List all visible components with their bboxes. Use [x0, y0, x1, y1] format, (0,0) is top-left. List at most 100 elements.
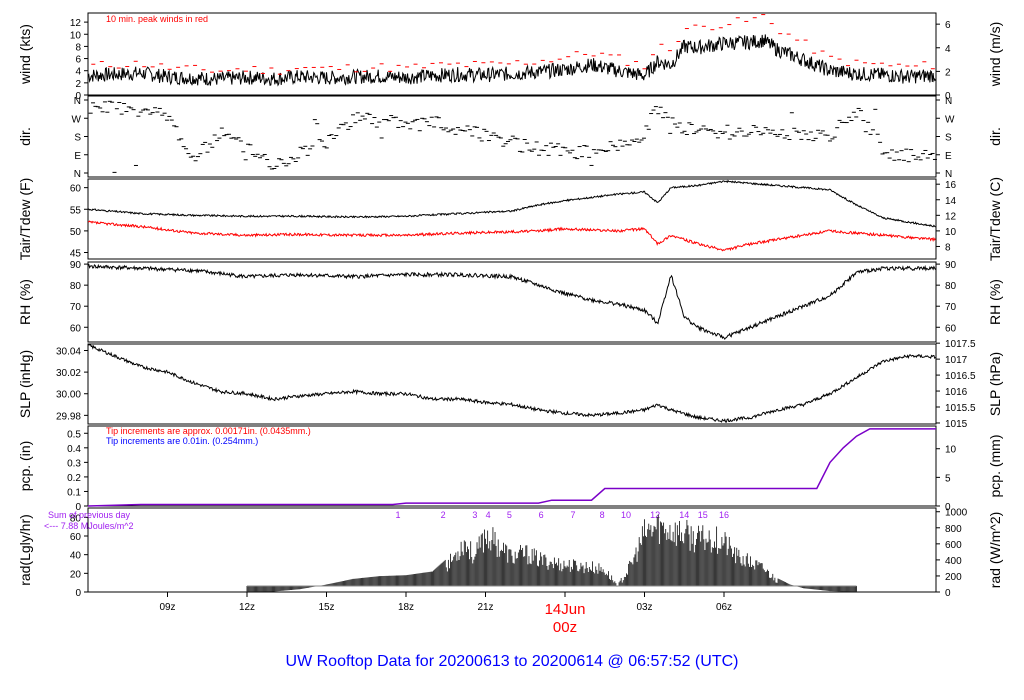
y-tick-label-left: N — [74, 169, 81, 180]
y-tick-label-left: 2 — [75, 79, 81, 90]
rad-hour-label: 2 — [441, 510, 446, 520]
y-tick-label-right: N — [945, 96, 952, 107]
y-tick-label-left: 0.2 — [67, 473, 81, 484]
x-tick-label: 12z — [239, 602, 255, 613]
wind-speed-line — [87, 34, 936, 87]
y-tick-label-right: 6 — [945, 20, 951, 31]
rad-hour-label: 10 — [621, 510, 631, 520]
rad-hour-label: 1 — [396, 510, 401, 520]
y-tick-label-right: E — [945, 151, 952, 162]
y-tick-label-right: 70 — [945, 302, 957, 313]
y-tick-label-right: N — [945, 169, 952, 180]
y-tick-label-left: 60 — [70, 532, 82, 543]
y-label-left: wind (kts) — [17, 24, 33, 85]
panel-temp: Tair/Tdew (F) Tair/Tdew (C) 45 50 55 60 8 10 12 1… — [17, 177, 1003, 261]
y-tick-label-right: 1015.5 — [945, 403, 976, 414]
x-axis: 09z 12z 15z 18z 21z 03z 06z — [159, 592, 732, 613]
y-tick-label-left: N — [74, 96, 81, 107]
y-label-right: rad (W/m^2) — [987, 512, 1003, 589]
y-label-left: SLP (inHg) — [17, 350, 33, 418]
y-tick-label-left: 0 — [75, 588, 81, 599]
y-tick-label-left: 4 — [75, 67, 81, 78]
rh-line — [87, 263, 936, 341]
y-tick-label-right: 0 — [945, 502, 951, 513]
y-label-right: Tair/Tdew (C) — [987, 177, 1003, 261]
y-label-right: RH (%) — [987, 279, 1003, 325]
date-time-label: 00z — [553, 619, 577, 636]
y-label-left: dir. — [17, 127, 33, 146]
x-tick-label: 21z — [477, 602, 493, 613]
y-tick-label-right: 10 — [945, 445, 957, 456]
y-tick-label-right: 5 — [945, 473, 951, 484]
rad-hour-label: 5 — [507, 510, 512, 520]
panel-frame — [87, 12, 937, 96]
y-tick-label-left: 8 — [75, 42, 81, 53]
y-tick-label-left: 50 — [70, 227, 82, 238]
panel-rh: RH (%) RH (%) 60 70 80 90 60 70 80 90 — [17, 260, 1003, 343]
y-tick-label-left: 10 — [70, 30, 82, 41]
x-tick-label: 15z — [318, 602, 334, 613]
y-tick-label-right: 1016.5 — [945, 371, 976, 382]
page-title: UW Rooftop Data for 20200613 to 20200614… — [286, 653, 739, 670]
y-tick-label-left: 40 — [70, 551, 82, 562]
rad-hour-label: 4 — [486, 510, 491, 520]
y-tick-label-left: 90 — [70, 260, 82, 271]
y-tick-label-right: 80 — [945, 281, 957, 292]
tip-note-red: Tip increments are approx. 0.00171in. (0… — [106, 426, 311, 436]
date-label: 14Jun — [545, 601, 586, 618]
y-tick-label-left: W — [72, 114, 82, 125]
y-tick-label-left: 0 — [75, 502, 81, 513]
tip-note-blue: Tip increments are 0.01in. (0.254mm.) — [106, 436, 258, 446]
y-tick-label-left: 29.98 — [56, 411, 81, 422]
panel-frame — [87, 343, 937, 425]
y-tick-label-right: 400 — [945, 556, 962, 567]
pcp-line — [87, 428, 936, 507]
tdew-line — [87, 220, 936, 252]
y-tick-label-left: 80 — [70, 281, 82, 292]
y-label-right: dir. — [987, 127, 1003, 146]
x-tick-label: 18z — [398, 602, 414, 613]
y-tick-label-right: 1017 — [945, 355, 968, 366]
y-tick-label-right: 800 — [945, 524, 962, 535]
panel-rad: rad(Lgly/hr) rad (W/m^2)02040608002004006… — [17, 507, 1003, 599]
wind-annotation: 10 min. peak winds in red — [106, 14, 208, 24]
panel-frame — [87, 507, 937, 593]
y-tick-label-left: 0 — [75, 91, 81, 102]
y-label-left: RH (%) — [17, 279, 33, 325]
y-tick-label-left: 60 — [70, 323, 82, 334]
y-tick-label-left: 0.4 — [67, 444, 81, 455]
y-tick-label-right: 0 — [945, 91, 951, 102]
x-tick-label: 09z — [159, 602, 175, 613]
panel-frame — [87, 425, 937, 507]
y-tick-label-left: 70 — [70, 302, 82, 313]
y-tick-label-right: 10 — [945, 227, 957, 238]
y-tick-label-right: 1016 — [945, 387, 968, 398]
y-label-right: wind (m/s) — [987, 22, 1003, 88]
y-tick-label-right: 600 — [945, 540, 962, 551]
tair-line — [87, 179, 936, 228]
y-label-right: pcp. (mm) — [987, 435, 1003, 498]
rad-hour-label: 7 — [570, 510, 575, 520]
y-tick-label-left: 0.1 — [67, 487, 81, 498]
y-tick-label-right: 1017.5 — [945, 339, 976, 350]
y-tick-label-right: W — [945, 114, 955, 125]
y-tick-label-left: 0.3 — [67, 458, 81, 469]
y-tick-label-left: E — [74, 151, 81, 162]
rad-hour-label: 14 — [679, 510, 689, 520]
panel-frame — [87, 261, 937, 343]
rad-note-2: <--- 7.88 MJoules/m^2 — [44, 521, 134, 531]
y-tick-label-right: 2 — [945, 67, 951, 78]
y-tick-label-left: 45 — [70, 249, 82, 260]
y-tick-label-right: 12 — [945, 211, 957, 222]
y-tick-label-right: 8 — [945, 242, 951, 253]
panel-frame — [87, 178, 937, 260]
y-tick-label-right: 60 — [945, 323, 957, 334]
y-tick-label-left: 80 — [70, 513, 82, 524]
y-tick-label-right: 16 — [945, 180, 957, 191]
rad-hour-label: 6 — [539, 510, 544, 520]
y-tick-label-left: 55 — [70, 205, 82, 216]
y-tick-label-left: 30.04 — [56, 346, 81, 357]
